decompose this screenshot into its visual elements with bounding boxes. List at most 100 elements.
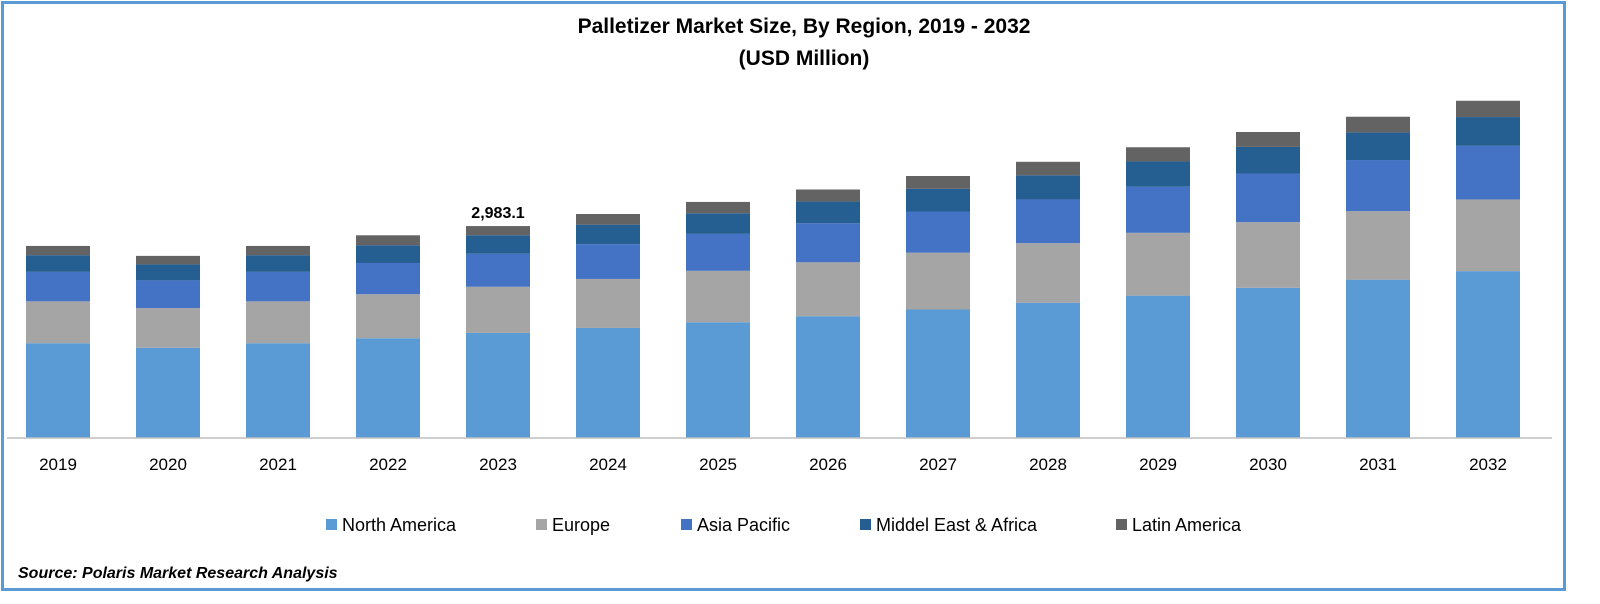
palletizer-chart: Palletizer Market Size, By Region, 2019 … [7,15,1552,535]
x-tick-label: 2023 [479,455,517,474]
bar-2020-series-4 [136,255,200,265]
legend-label-2: Asia Pacific [697,515,790,535]
bar-2025-series-2 [686,233,750,271]
legend-label-3: Middel East & Africa [876,515,1038,535]
x-tick-label: 2022 [369,455,407,474]
bar-2028-series-1 [1016,243,1080,303]
legend-swatch-4 [1116,519,1127,530]
bar-2022-series-2 [356,262,420,295]
bar-2029-series-0 [1126,295,1190,438]
bar-2026-series-0 [796,316,860,438]
bar-2031-series-4 [1346,116,1410,133]
bar-2031-series-0 [1346,279,1410,438]
bars-group: 2,983.1 [26,100,1520,438]
bar-2029-series-2 [1126,186,1190,233]
bar-2030-series-1 [1236,222,1300,288]
bar-2028-series-3 [1016,175,1080,200]
bar-2030-series-4 [1236,131,1300,147]
x-tick-label: 2028 [1029,455,1067,474]
bar-2026-series-2 [796,223,860,263]
bar-2022-series-4 [356,235,420,246]
bar-2032-series-1 [1456,199,1520,272]
bar-2028-series-2 [1016,199,1080,244]
bar-2021-series-3 [246,255,310,272]
bar-2030-series-3 [1236,146,1300,174]
x-tick-label: 2032 [1469,455,1507,474]
x-tick-label: 2019 [39,455,77,474]
legend-label-1: Europe [552,515,610,535]
bar-2023-series-2 [466,253,530,287]
bar-2019-series-0 [26,343,90,438]
data-label-2023: 2,983.1 [471,205,524,222]
x-tick-label: 2021 [259,455,297,474]
chart-title: Palletizer Market Size, By Region, 2019 … [578,15,1031,38]
bar-2023-series-4 [466,226,530,236]
bar-2027-series-4 [906,176,970,189]
bar-2031-series-3 [1346,132,1410,161]
bar-2029-series-4 [1126,147,1190,162]
bar-2024-series-1 [576,278,640,328]
bar-2032-series-3 [1456,117,1520,146]
bar-2022-series-1 [356,294,420,339]
x-tick-labels: 2019 2020 2021 2022 2023 2024 2025 2026 2027 2028… [39,455,1507,474]
chart-frame: Palletizer Market Size, By Region, 2019 … [1,1,1566,591]
bar-2019-series-2 [26,271,90,302]
bar-2031-series-2 [1346,160,1410,212]
x-tick-label: 2026 [809,455,847,474]
bar-2032-series-0 [1456,271,1520,438]
bar-2024-series-4 [576,213,640,225]
legend-swatch-3 [860,519,871,530]
bar-2020-series-1 [136,308,200,348]
bar-2020-series-0 [136,347,200,438]
bar-2027-series-1 [906,252,970,310]
x-tick-label: 2025 [699,455,737,474]
bar-2021-series-4 [246,245,310,256]
bar-2023-series-3 [466,235,530,254]
bar-2024-series-0 [576,327,640,438]
x-tick-label: 2024 [589,455,627,474]
legend-swatch-0 [326,519,337,530]
bar-2025-series-3 [686,213,750,234]
legend-swatch-1 [536,519,547,530]
bar-2022-series-3 [356,245,420,263]
bar-2027-series-2 [906,211,970,253]
bar-2032-series-2 [1456,145,1520,200]
bar-2025-series-4 [686,201,750,214]
source-note: Source: Polaris Market Research Analysis [18,565,338,582]
bar-2030-series-0 [1236,287,1300,438]
bar-2027-series-0 [906,309,970,438]
legend-label-4: Latin America [1132,515,1242,535]
bar-2025-series-0 [686,322,750,438]
bar-2032-series-4 [1456,100,1520,118]
bar-2024-series-3 [576,224,640,245]
bar-2028-series-0 [1016,302,1080,438]
bar-2021-series-2 [246,271,310,302]
bar-2029-series-1 [1126,232,1190,296]
legend-swatch-2 [681,519,692,530]
bar-2019-series-1 [26,301,90,344]
bar-2025-series-1 [686,270,750,323]
bar-2027-series-3 [906,188,970,212]
bar-2026-series-3 [796,201,860,224]
bar-2030-series-2 [1236,173,1300,223]
x-tick-label: 2020 [149,455,187,474]
bar-2022-series-0 [356,338,420,438]
legend-label-0: North America [342,515,457,535]
chart-subtitle: (USD Million) [739,47,870,70]
x-tick-label: 2030 [1249,455,1287,474]
bar-2020-series-2 [136,280,200,309]
bar-2020-series-3 [136,264,200,281]
bar-2021-series-0 [246,343,310,438]
bar-2023-series-0 [466,332,530,438]
bar-2019-series-3 [26,255,90,272]
legend: North America Europe Asia Pacific Middel Ea… [326,515,1242,535]
bar-2026-series-1 [796,262,860,317]
bar-2031-series-1 [1346,211,1410,280]
bar-2028-series-4 [1016,161,1080,176]
bar-2029-series-3 [1126,161,1190,187]
x-tick-label: 2027 [919,455,957,474]
bar-2023-series-1 [466,286,530,333]
bar-2019-series-4 [26,245,90,256]
x-tick-label: 2031 [1359,455,1397,474]
x-tick-label: 2029 [1139,455,1177,474]
